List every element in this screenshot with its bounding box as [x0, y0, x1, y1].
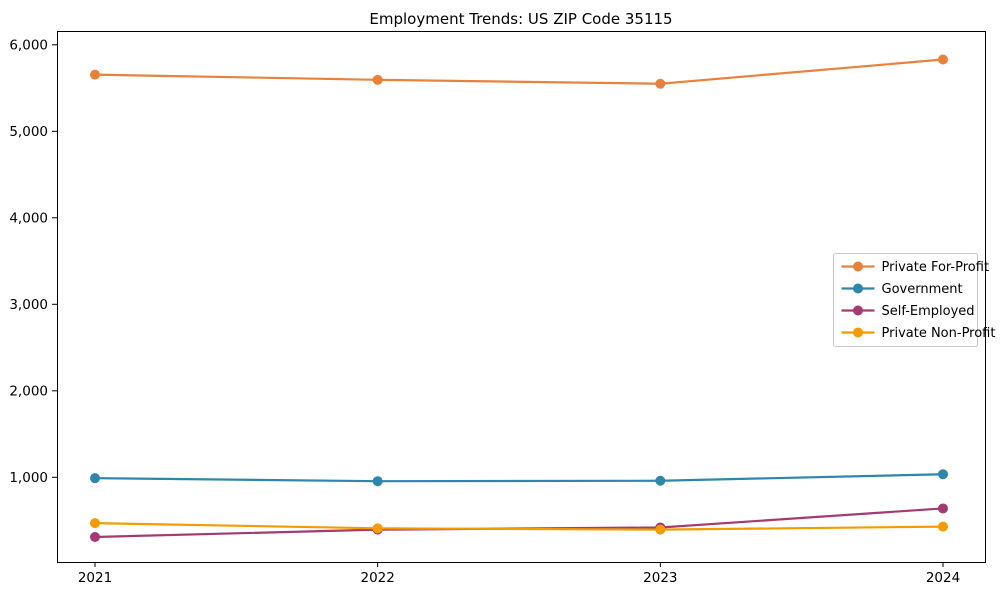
- data-point-private-for-profit-2022: [372, 74, 383, 85]
- data-point-private-for-profit-2023: [655, 78, 666, 89]
- data-point-private-non-profit-2023: [655, 524, 666, 535]
- series-line-self-employed: [94, 507, 944, 539]
- y-axis-tick-label: 1,000: [9, 470, 48, 486]
- x-axis-tick-label: 2023: [643, 570, 677, 586]
- series-line-private-non-profit: [94, 522, 944, 531]
- series-line-private-for-profit: [94, 58, 944, 85]
- y-axis-tick-label: 4,000: [9, 210, 48, 226]
- data-point-government-2023: [655, 475, 666, 486]
- data-point-private-for-profit-2024: [938, 54, 948, 65]
- legend-marker: [853, 283, 863, 294]
- data-point-private-non-profit-2021: [90, 518, 100, 529]
- data-point-government-2024: [938, 469, 948, 480]
- x-axis-tick-label: 2022: [360, 570, 394, 586]
- legend-box: [833, 253, 978, 347]
- series-line-government: [94, 473, 944, 483]
- x-axis-tick-label: 2024: [926, 570, 960, 586]
- legend-label: Private For-Profit: [882, 260, 990, 275]
- legend-marker: [853, 327, 863, 338]
- y-axis-tick-label: 5,000: [9, 124, 48, 140]
- data-point-government-2021: [90, 473, 100, 484]
- legend-marker: [853, 261, 863, 272]
- data-point-government-2022: [372, 476, 383, 487]
- y-axis-tick-label: 2,000: [9, 383, 48, 399]
- legend-label: Self-Employed: [882, 304, 975, 319]
- legend-label: Private Non-Profit: [882, 326, 996, 341]
- data-point-private-for-profit-2021: [90, 69, 100, 80]
- x-axis-tick-label: 2021: [78, 570, 112, 586]
- plot-border: [57, 31, 986, 563]
- data-point-self-employed-2024: [938, 503, 948, 514]
- data-point-private-non-profit-2024: [938, 521, 948, 532]
- data-point-private-non-profit-2022: [372, 523, 383, 534]
- legend-marker: [853, 305, 863, 316]
- legend-label: Government: [882, 282, 963, 297]
- y-axis-tick-label: 3,000: [9, 297, 48, 313]
- chart-title: Employment Trends: US ZIP Code 35115: [369, 10, 673, 28]
- y-axis-tick-label: 6,000: [9, 37, 48, 53]
- data-point-self-employed-2021: [90, 531, 100, 542]
